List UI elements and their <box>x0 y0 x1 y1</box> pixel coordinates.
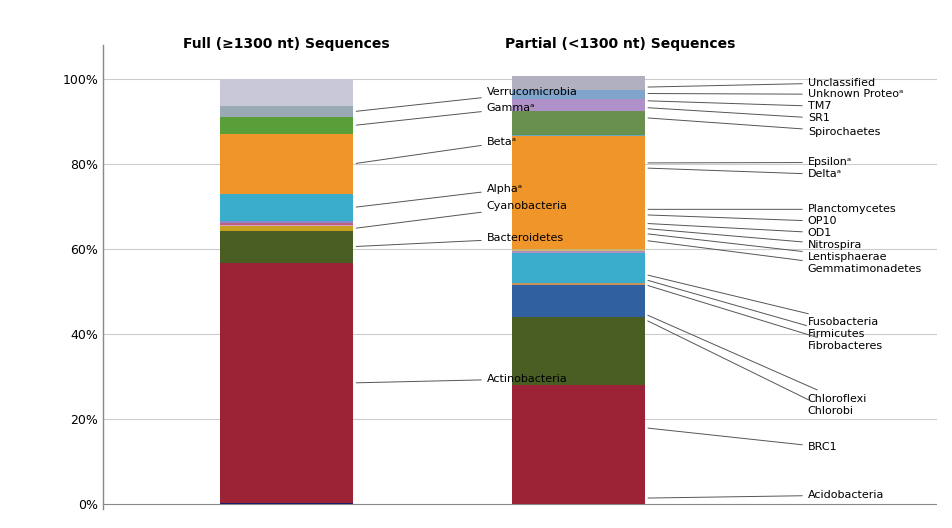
Bar <box>512 253 645 283</box>
Text: Spirochaetes: Spirochaetes <box>648 118 881 137</box>
Text: Bacteroidetes: Bacteroidetes <box>356 233 564 247</box>
Text: Full (≥1300 nt) Sequences: Full (≥1300 nt) Sequences <box>184 37 390 51</box>
Bar <box>220 106 353 117</box>
Bar <box>220 225 353 227</box>
Text: Chloroflexi: Chloroflexi <box>647 315 867 404</box>
Bar <box>220 231 353 262</box>
Text: OP10: OP10 <box>648 215 837 227</box>
Bar <box>512 77 645 90</box>
Text: Planctomycetes: Planctomycetes <box>648 204 897 214</box>
Bar <box>220 227 353 231</box>
Text: Firmicutes: Firmicutes <box>648 280 865 339</box>
Bar <box>220 134 353 194</box>
Text: Chlorobi: Chlorobi <box>647 321 854 416</box>
Text: Lentisphaerae: Lentisphaerae <box>648 234 887 261</box>
Bar <box>220 262 353 503</box>
Bar <box>512 283 645 285</box>
Text: Fibrobacteres: Fibrobacteres <box>648 286 883 351</box>
Text: SR1: SR1 <box>648 108 829 123</box>
Bar <box>512 135 645 136</box>
Text: Nitrospira: Nitrospira <box>648 229 863 250</box>
Text: Unknown Proteoᵃ: Unknown Proteoᵃ <box>648 89 903 99</box>
Text: OD1: OD1 <box>648 223 832 238</box>
Bar <box>512 90 645 99</box>
Text: Unclassified: Unclassified <box>648 78 875 88</box>
Text: Gemmatimonadetes: Gemmatimonadetes <box>648 241 922 274</box>
Bar <box>220 117 353 134</box>
Text: Cyanobacteria: Cyanobacteria <box>356 201 567 228</box>
Text: BRC1: BRC1 <box>648 428 838 452</box>
Bar <box>512 285 645 317</box>
Bar <box>512 99 645 111</box>
Bar <box>220 503 353 504</box>
Bar <box>512 111 645 135</box>
Text: Gammaᵃ: Gammaᵃ <box>356 103 535 125</box>
Bar <box>512 251 645 253</box>
Text: Epsilonᵃ: Epsilonᵃ <box>648 157 852 167</box>
Bar <box>512 385 645 504</box>
Text: Alphaᵃ: Alphaᵃ <box>356 184 523 207</box>
Text: Deltaᵃ: Deltaᵃ <box>648 168 842 180</box>
Text: Verrucomicrobia: Verrucomicrobia <box>356 87 578 111</box>
Bar <box>220 79 353 106</box>
Text: Fusobacteria: Fusobacteria <box>648 275 879 327</box>
Bar <box>220 221 353 223</box>
Text: Actinobacteria: Actinobacteria <box>356 374 567 384</box>
Bar <box>512 249 645 251</box>
Bar <box>512 136 645 249</box>
Text: Acidobacteria: Acidobacteria <box>648 490 884 500</box>
Text: TM7: TM7 <box>648 101 831 111</box>
Bar <box>220 194 353 221</box>
Text: Betaᵃ: Betaᵃ <box>356 137 517 163</box>
Bar <box>512 317 645 385</box>
Text: Partial (<1300 nt) Sequences: Partial (<1300 nt) Sequences <box>505 37 735 51</box>
Bar <box>220 223 353 225</box>
